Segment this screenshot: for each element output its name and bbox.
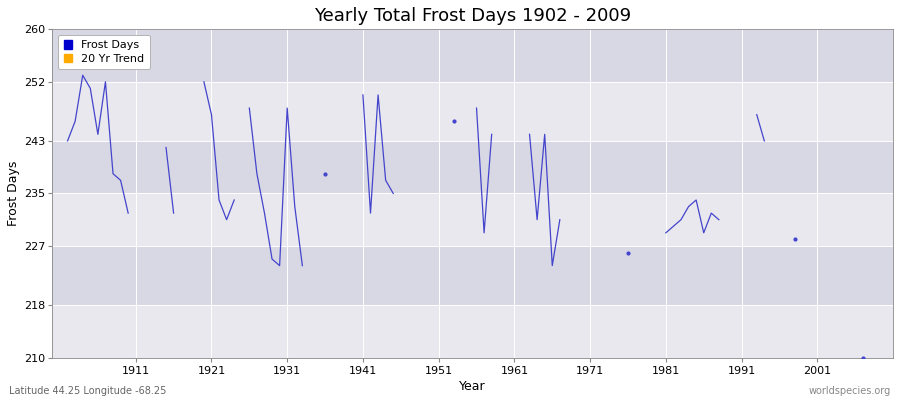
Bar (52, 246, 893, 305)
Bar (52, 305, 893, 358)
Bar (52, 29, 893, 82)
Text: worldspecies.org: worldspecies.org (809, 386, 891, 396)
Text: Latitude 44.25 Longitude -68.25: Latitude 44.25 Longitude -68.25 (9, 386, 166, 396)
Bar (52, 141, 893, 194)
Y-axis label: Frost Days: Frost Days (7, 161, 20, 226)
Bar (52, 194, 893, 246)
X-axis label: Year: Year (459, 380, 486, 393)
Legend: Frost Days, 20 Yr Trend: Frost Days, 20 Yr Trend (58, 35, 150, 70)
Title: Yearly Total Frost Days 1902 - 2009: Yearly Total Frost Days 1902 - 2009 (314, 7, 631, 25)
Bar (52, 82, 893, 141)
